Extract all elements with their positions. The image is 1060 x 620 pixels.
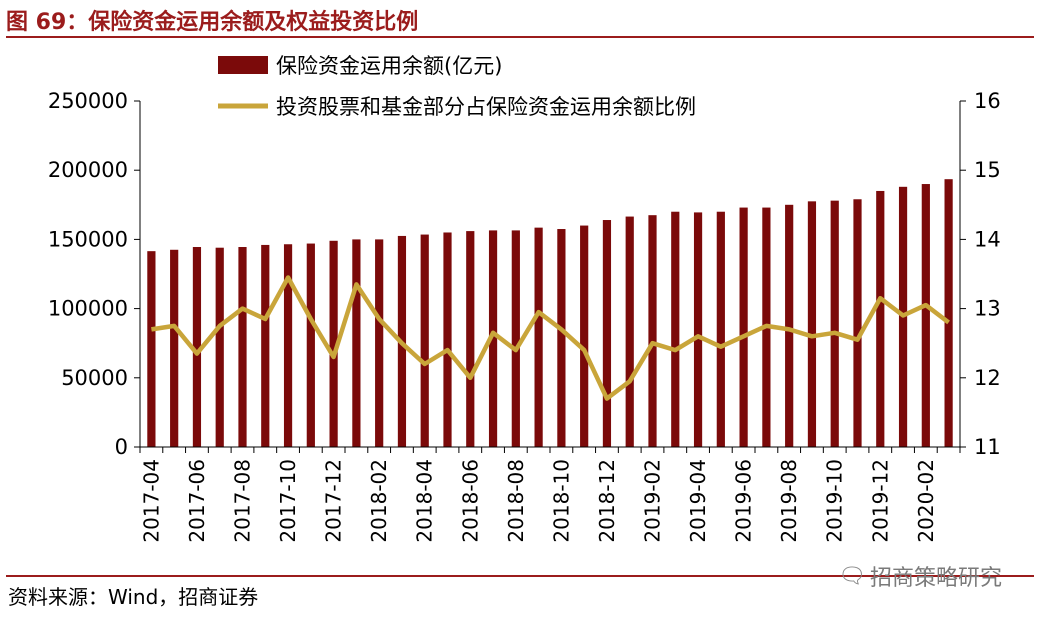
top-divider (6, 36, 1034, 38)
bar-2017-04 (147, 251, 156, 447)
source-note: 资料来源：Wind，招商证券 (8, 585, 259, 609)
x-tick-label-2018-12: 2018-12 (595, 459, 619, 543)
bar-2019-12 (876, 190, 885, 447)
x-tick-label-2019-04: 2019-04 (686, 459, 710, 543)
left-tick-label: 150000 (48, 227, 128, 251)
bar-2018-09 (534, 227, 543, 447)
x-tick-label-2018-06: 2018-06 (458, 459, 482, 543)
left-tick-label: 100000 (48, 297, 128, 321)
ratio-line (151, 275, 950, 401)
bar-2018-06 (466, 231, 475, 447)
line-series (151, 275, 950, 401)
x-tick-label-2019-02: 2019-02 (641, 459, 665, 543)
left-tick-label: 200000 (48, 158, 128, 182)
bar-2019-08 (785, 204, 794, 447)
bar-2019-02 (648, 215, 657, 447)
bar-2018-04 (420, 234, 429, 447)
right-axis: 11 12 13 14 15 16 (960, 89, 1001, 459)
bar-2017-05 (170, 249, 179, 447)
x-tick-label-2020-02: 2020-02 (914, 459, 938, 543)
bar-2019-01 (625, 216, 634, 447)
right-tick-label: 12 (974, 366, 1001, 390)
x-tick-label-2019-12: 2019-12 (868, 459, 892, 543)
x-tick-label-2017-10: 2017-10 (276, 459, 300, 543)
x-tick-label-2017-12: 2017-12 (322, 459, 346, 543)
bar-2018-01 (352, 239, 361, 447)
right-tick-label: 13 (974, 297, 1001, 321)
legend-swatch-bar (218, 56, 268, 74)
right-tick-label: 15 (974, 158, 1001, 182)
x-tick-label-2019-08: 2019-08 (777, 459, 801, 543)
wechat-icon: 🗨 (838, 563, 866, 589)
legend-label-line: 投资股票和基金部分占保险资金运用余额比例 (276, 95, 696, 119)
left-tick-label: 250000 (48, 89, 128, 113)
right-tick-label: 11 (974, 435, 1001, 459)
bar-2018-10 (557, 229, 566, 447)
bar-2017-10 (283, 244, 293, 447)
legend-label-bar: 保险资金运用余额(亿元) (276, 54, 502, 78)
watermark-text: 招商策略研究 (869, 566, 1002, 591)
bar-2019-09 (807, 201, 817, 447)
bar-2018-12 (602, 220, 612, 447)
bottom-divider (6, 575, 1034, 577)
bar-2017-07 (215, 247, 224, 447)
bar-2019-06 (739, 207, 748, 447)
bar-2018-07 (488, 230, 498, 447)
x-tick-label-2018-10: 2018-10 (549, 459, 573, 543)
bar-2018-02 (375, 239, 384, 447)
bar-2020-03 (944, 179, 953, 448)
right-tick-label: 16 (974, 89, 1001, 113)
bar-2019-10 (830, 200, 839, 447)
bar-2018-05 (443, 232, 452, 447)
x-tick-label-2017-08: 2017-08 (231, 459, 255, 543)
x-tick-label-2019-06: 2019-06 (732, 459, 756, 543)
bar-2017-06 (192, 247, 202, 447)
bar-2017-08 (238, 247, 247, 447)
x-tick-label-2018-02: 2018-02 (367, 459, 391, 543)
bar-2017-09 (261, 244, 270, 447)
x-axis: 2017-04 2017-06 2017-08 2017-10 2017-12 2018-… (139, 447, 961, 543)
x-tick-label-2018-04: 2018-04 (413, 459, 437, 543)
bar-2020-02 (921, 184, 930, 448)
legend: 保险资金运用余额(亿元) 投资股票和基金部分占保险资金运用余额比例 (218, 54, 696, 119)
bar-2017-11 (306, 243, 315, 447)
figure-title: 图 69：保险资金运用余额及权益投资比例 (6, 10, 419, 35)
left-tick-label: 50000 (61, 366, 128, 390)
x-tick-label-2017-04: 2017-04 (139, 459, 163, 543)
bar-2019-11 (853, 199, 862, 447)
x-tick-label-2019-10: 2019-10 (823, 459, 847, 543)
left-tick-label: 0 (115, 435, 128, 459)
watermark: 🗨 招商策略研究 (838, 560, 1002, 592)
bar-2019-05 (716, 211, 725, 447)
x-tick-label-2018-08: 2018-08 (504, 459, 528, 543)
bar-2019-04 (693, 212, 703, 447)
x-tick-label-2017-06: 2017-06 (185, 459, 209, 543)
bar-2018-08 (511, 230, 520, 447)
right-tick-label: 14 (974, 227, 1001, 251)
bar-2018-11 (580, 225, 589, 447)
left-axis: 0 50000 100000 150000 200000 250000 (48, 89, 140, 459)
bar-2017-12 (329, 240, 338, 447)
bar-2019-03 (671, 211, 680, 447)
